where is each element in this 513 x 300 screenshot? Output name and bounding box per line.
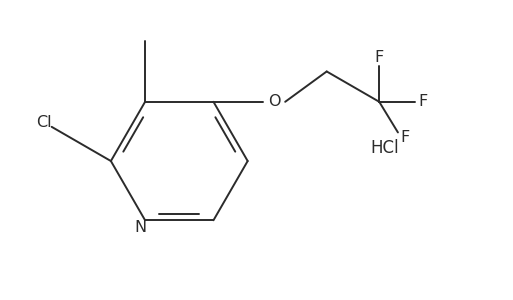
Text: F: F [400,130,409,146]
Text: HCl: HCl [370,139,399,157]
Text: O: O [268,94,281,109]
Text: N: N [134,220,147,236]
Text: F: F [419,94,428,109]
Text: F: F [374,50,384,65]
Text: Cl: Cl [36,115,52,130]
